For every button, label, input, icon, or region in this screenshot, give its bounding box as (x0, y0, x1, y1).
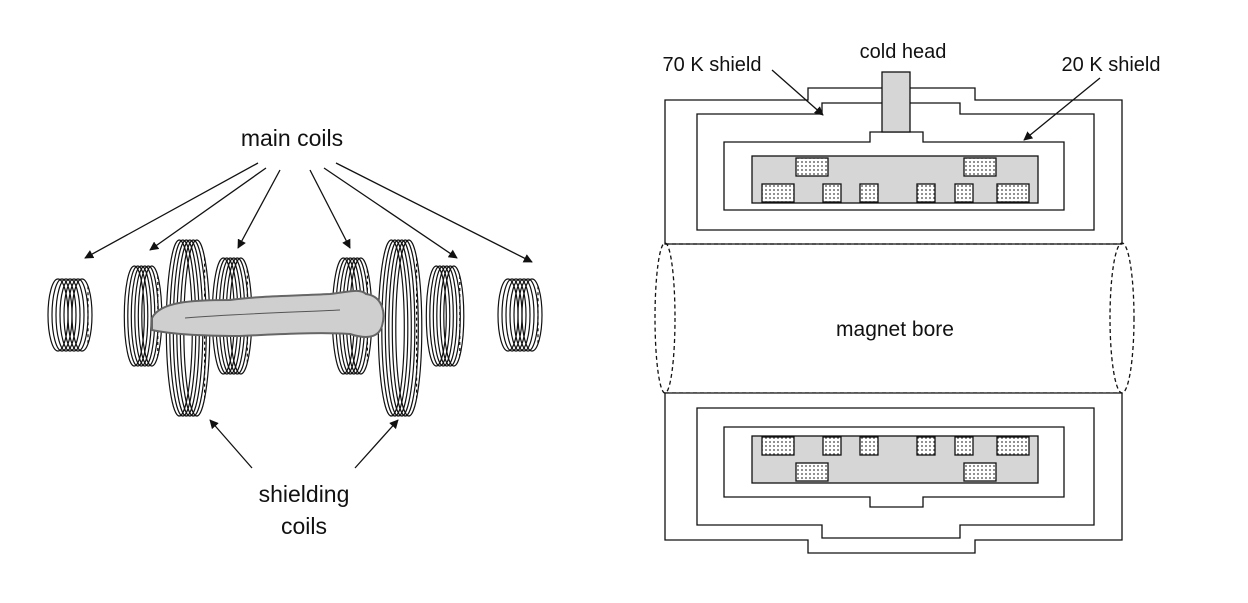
coil-turn (391, 239, 419, 417)
main-coil-1 (47, 278, 93, 352)
shielding-arrows (209, 419, 399, 469)
coil-winding (822, 183, 842, 203)
shield-70k-label: 70 K shield (663, 54, 762, 76)
shielding-arrow-left (209, 419, 253, 469)
coil-winding (822, 436, 842, 456)
coil-turn (395, 239, 423, 417)
coil-winding (916, 436, 936, 456)
coil-turn (123, 265, 145, 367)
main-coils-label: main coils (241, 125, 343, 151)
coil-turn (47, 278, 69, 352)
coil-turn (71, 278, 93, 352)
shielding-label-line1: shielding (259, 481, 350, 507)
coil-winding (859, 183, 879, 203)
coil-turn (429, 265, 451, 367)
main-coil-arrow-2 (149, 167, 267, 251)
main-coil-arrow-4 (309, 169, 351, 249)
main-coil-arrow-6 (335, 162, 533, 263)
main-coil-5 (425, 265, 465, 367)
cold-head-label: cold head (860, 41, 947, 63)
coil-turn (51, 278, 73, 352)
coil-winding (996, 183, 1030, 203)
main-coil-arrow-3 (237, 169, 281, 249)
main-coil-6 (497, 278, 543, 352)
coil-winding (761, 183, 795, 203)
shield-20k-lower (723, 426, 1065, 508)
shield-20k-label: 20 K shield (1062, 54, 1161, 76)
coil-turn (384, 239, 412, 417)
coil-turn (505, 278, 527, 352)
coil-winding (963, 462, 997, 482)
coil-turn (521, 278, 543, 352)
coil-turn (127, 265, 149, 367)
coil-turn (439, 265, 461, 367)
coil-turn (67, 278, 89, 352)
shield-20k-upper (723, 131, 1065, 211)
shield-20k-arrow (1023, 77, 1101, 141)
magnet-bore-label: magnet bore (836, 318, 954, 341)
coil-turn (432, 265, 454, 367)
coil-winding (996, 436, 1030, 456)
coil-turn (63, 278, 85, 352)
patient-silhouette (151, 289, 385, 338)
coil-turn (425, 265, 447, 367)
shielding-arrow-right (354, 419, 399, 469)
shield-70k-lower (696, 407, 1095, 539)
coil-turn (509, 278, 531, 352)
shield-70k-arrow (771, 69, 824, 116)
coil-windings-upper (761, 157, 1030, 203)
coil-winding (954, 436, 974, 456)
shielding-coil-right (377, 239, 423, 417)
coil-turn (388, 239, 416, 417)
coil-turn (497, 278, 519, 352)
coil-windings-lower (761, 436, 1030, 482)
coil-turn (130, 265, 152, 367)
cold-head (881, 71, 911, 133)
coil-winding (761, 436, 795, 456)
coil-turn (517, 278, 539, 352)
coil-layout-figure: main coils shielding coils (47, 125, 543, 539)
shielding-label-line2: coils (281, 513, 327, 539)
magnet-cross-section (654, 69, 1135, 554)
coil-turn (443, 265, 465, 367)
main-coil-arrow-1 (84, 162, 259, 259)
main-coil-2 (123, 265, 163, 367)
coil-turn (513, 278, 535, 352)
coil-turn (436, 265, 458, 367)
coil-turn (59, 278, 81, 352)
coil-winding (859, 436, 879, 456)
coil-winding (916, 183, 936, 203)
main-coils-arrows (84, 162, 533, 263)
coil-winding (954, 183, 974, 203)
coil-turn (55, 278, 77, 352)
coil-winding (963, 157, 997, 177)
coil-turn (501, 278, 523, 352)
coil-winding (795, 462, 829, 482)
main-coil-arrow-5 (323, 167, 458, 259)
coil-winding (795, 157, 829, 177)
